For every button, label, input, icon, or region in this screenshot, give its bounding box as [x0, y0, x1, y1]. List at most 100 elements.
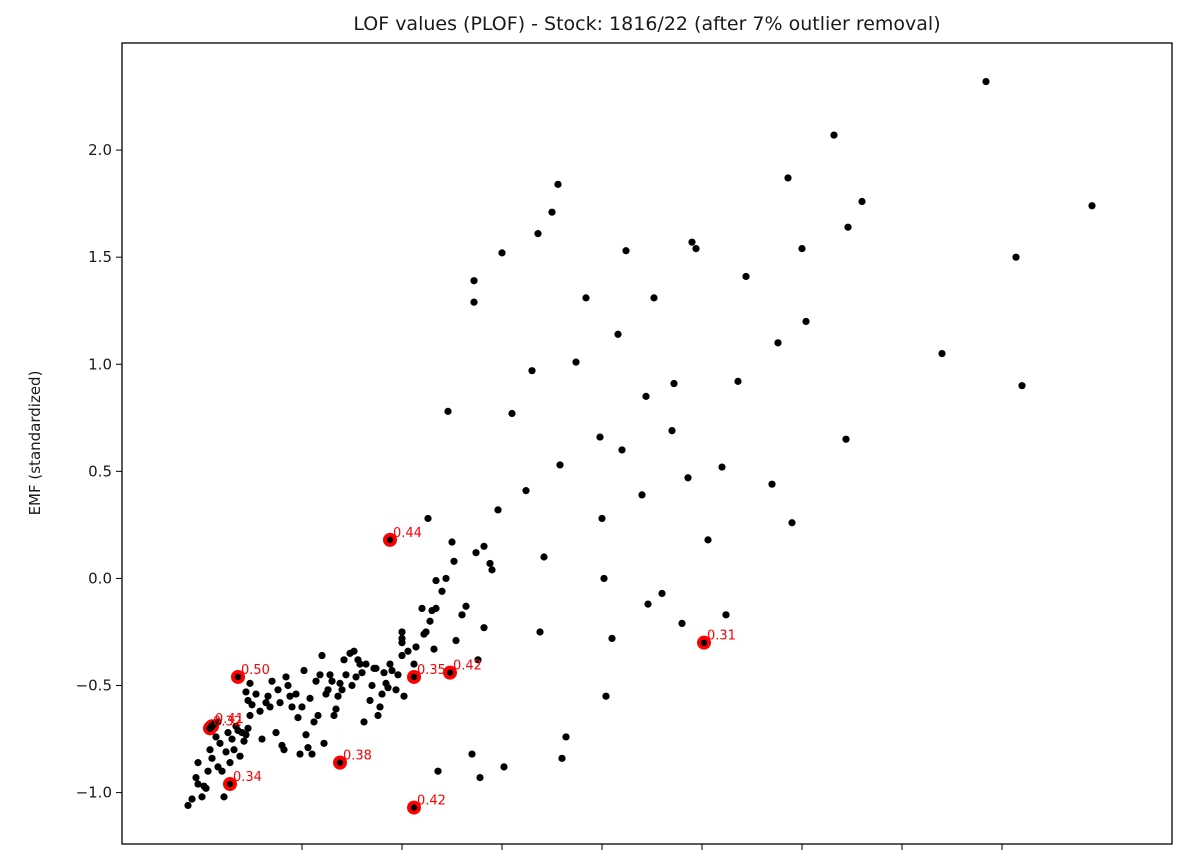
data-point [438, 587, 446, 595]
data-point [376, 703, 384, 711]
data-point [372, 664, 380, 672]
data-point [386, 660, 394, 668]
data-point [474, 656, 482, 664]
data-point [450, 557, 458, 565]
data-point [508, 409, 516, 418]
data-point [282, 673, 290, 681]
data-point [434, 767, 442, 775]
data-point [688, 238, 696, 246]
data-point [430, 645, 438, 653]
chart-title: LOF values (PLOF) - Stock: 1816/22 (afte… [353, 13, 940, 35]
data-point [522, 487, 530, 495]
data-point [292, 690, 300, 698]
data-point [246, 679, 254, 687]
data-point [468, 750, 476, 758]
outlier-point [336, 759, 344, 766]
data-point [392, 686, 400, 694]
data-point [494, 506, 502, 514]
data-point [596, 433, 604, 441]
data-point [312, 677, 320, 685]
data-point [858, 197, 866, 206]
data-point [830, 131, 838, 139]
data-point [528, 367, 536, 375]
data-point [424, 514, 432, 523]
y-axis-ticks: −1.0 −0.5 0.0 0.5 1.0 1.5 2.0 [76, 141, 122, 802]
data-point [296, 750, 304, 758]
outlier-point [446, 669, 454, 676]
data-point [326, 671, 334, 679]
data-point [388, 666, 396, 675]
data-point [216, 739, 224, 747]
data-point [252, 690, 260, 698]
data-point [802, 317, 810, 326]
data-point [380, 669, 388, 677]
outlier-point [700, 639, 708, 646]
data-point [298, 703, 306, 711]
data-point [320, 739, 328, 747]
data-point [432, 576, 440, 585]
data-point [236, 752, 244, 760]
lof-value-label: 0.31 [707, 629, 736, 644]
data-point [784, 174, 792, 182]
data-point [400, 692, 408, 700]
data-point [228, 735, 236, 743]
data-point [334, 692, 342, 700]
highlighted-outliers [203, 532, 711, 815]
data-point [284, 681, 292, 690]
outlier-point [410, 804, 418, 811]
data-point [614, 330, 622, 338]
data-point [650, 294, 658, 302]
data-point [338, 686, 346, 694]
data-point [316, 671, 324, 679]
data-point [472, 549, 480, 557]
data-point [208, 754, 216, 762]
data-point [458, 611, 466, 619]
data-point [554, 180, 562, 188]
data-point [336, 679, 344, 687]
data-point [188, 795, 196, 803]
data-point [218, 767, 226, 775]
outlier-point [226, 780, 234, 788]
data-point [230, 746, 238, 754]
data-point [774, 339, 782, 347]
data-point [350, 647, 358, 655]
data-point [480, 542, 488, 550]
data-point [304, 744, 312, 752]
data-point [844, 223, 852, 231]
data-point [498, 249, 506, 257]
data-point [226, 759, 234, 767]
data-point [366, 696, 374, 705]
data-point [398, 628, 406, 636]
data-point [582, 294, 590, 302]
data-point [422, 628, 430, 636]
data-point [598, 514, 606, 523]
data-point [556, 461, 564, 469]
data-point [470, 298, 478, 306]
data-point [470, 277, 478, 285]
data-point [342, 671, 350, 679]
data-point [192, 774, 200, 782]
lof-value-label: 0.42 [453, 659, 482, 674]
data-point [658, 589, 666, 598]
data-point [302, 731, 310, 739]
data-point [356, 660, 364, 668]
data-point [360, 718, 368, 726]
data-point [670, 379, 678, 388]
data-point [684, 474, 692, 482]
data-point [452, 636, 460, 645]
data-point [404, 647, 412, 655]
data-point [442, 574, 450, 583]
data-point [222, 748, 230, 756]
data-point [536, 628, 544, 636]
data-point [432, 604, 440, 613]
data-point [318, 651, 326, 660]
data-point [306, 694, 314, 702]
y-tick-label: 0.0 [88, 569, 112, 587]
lof-value-label: 0.42 [417, 794, 446, 809]
data-point [202, 784, 210, 792]
data-point [244, 696, 252, 705]
data-point [374, 711, 382, 720]
data-point [982, 77, 990, 86]
data-point [742, 272, 750, 281]
data-point [842, 435, 850, 443]
